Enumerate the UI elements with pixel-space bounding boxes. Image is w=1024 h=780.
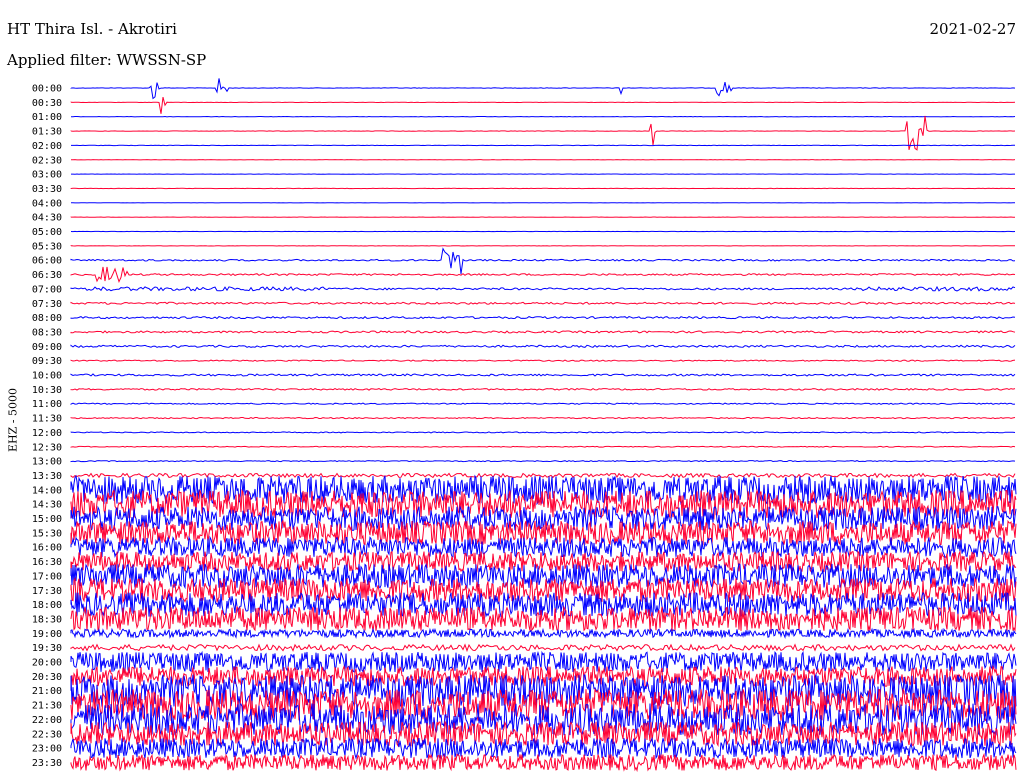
- row-time-label: 15:30: [32, 528, 62, 539]
- row-time-label: 11:00: [32, 399, 62, 410]
- seismic-trace-line: [70, 460, 1016, 463]
- row-time-label: 21:30: [32, 701, 62, 712]
- row-time-label: 10:30: [32, 385, 62, 396]
- seismic-trace-line: [70, 247, 1016, 274]
- seismic-trace-line: [70, 78, 1016, 100]
- seismic-trace-line: [70, 416, 1016, 420]
- row-time-label: 01:30: [32, 127, 62, 138]
- row-time-label: 17:30: [32, 586, 62, 597]
- seismic-trace-line: [70, 720, 1017, 748]
- seismic-trace-line: [70, 702, 1017, 737]
- row-time-label: 19:30: [32, 643, 62, 654]
- seismic-trace-line: [70, 576, 1017, 604]
- seismic-trace-line: [70, 627, 1017, 640]
- row-time-label: 01:00: [32, 112, 62, 123]
- seismic-trace-line: [70, 650, 1017, 674]
- station-title: HT Thira Isl. - Akrotiri: [7, 20, 177, 38]
- row-time-label: 19:00: [32, 629, 62, 640]
- seismic-trace-line: [70, 643, 1016, 653]
- row-time-label: 03:30: [32, 184, 62, 195]
- seismic-trace-line: [70, 563, 1017, 590]
- row-time-label: 07:00: [32, 284, 62, 295]
- row-time-label: 17:00: [32, 571, 62, 582]
- row-time-label: 07:30: [32, 299, 62, 310]
- row-time-label: 06:00: [32, 256, 62, 267]
- row-time-label: 09:30: [32, 356, 62, 367]
- row-time-label: 20:00: [32, 658, 62, 669]
- seismic-trace-line: [70, 359, 1016, 362]
- seismic-trace-line: [70, 115, 1016, 151]
- row-time-label: 05:30: [32, 241, 62, 252]
- row-time-label: 13:00: [32, 457, 62, 468]
- seismic-trace-line: [70, 687, 1017, 722]
- trace-group: [70, 78, 1017, 773]
- filter-label: Applied filter: WWSSN-SP: [7, 51, 207, 69]
- seismic-trace-line: [70, 344, 1016, 348]
- seismic-trace-line: [70, 752, 1017, 773]
- row-time-label: 05:00: [32, 227, 62, 238]
- row-time-label: 12:00: [32, 428, 62, 439]
- seismic-trace-line: [70, 605, 1017, 633]
- row-time-label: 23:00: [32, 744, 62, 755]
- seismic-trace-line: [70, 96, 1016, 114]
- row-time-label: 15:00: [32, 514, 62, 525]
- row-time-label: 00:00: [32, 84, 62, 95]
- seismic-trace-line: [70, 330, 1016, 334]
- seismic-trace-line: [70, 301, 1016, 305]
- row-time-label: 08:00: [32, 313, 62, 324]
- row-time-label: 00:30: [32, 98, 62, 109]
- row-time-label: 16:00: [32, 543, 62, 554]
- row-time-label: 03:00: [32, 170, 62, 181]
- row-time-label: 23:30: [32, 758, 62, 769]
- seismic-trace-line: [70, 373, 1016, 377]
- row-time-label: 18:30: [32, 614, 62, 625]
- seismic-trace-line: [70, 672, 1017, 708]
- seismic-trace-line: [70, 387, 1016, 391]
- row-time-label: 02:00: [32, 141, 62, 152]
- row-time-label: 20:30: [32, 672, 62, 683]
- row-time-label: 02:30: [32, 155, 62, 166]
- seismic-trace-line: [70, 519, 1017, 546]
- seismic-trace-line: [70, 431, 1016, 434]
- row-time-label: 04:30: [32, 213, 62, 224]
- seismic-trace-line: [70, 504, 1017, 532]
- seismic-trace-line: [70, 402, 1016, 405]
- row-time-label: 18:00: [32, 600, 62, 611]
- row-time-label: 16:30: [32, 557, 62, 568]
- seismic-trace-line: [70, 549, 1017, 574]
- seismic-trace-line: [70, 591, 1017, 618]
- row-time-label: 04:00: [32, 198, 62, 209]
- seismic-trace-line: [70, 535, 1017, 559]
- seismic-trace-line: [70, 266, 1016, 283]
- row-time-label: 21:00: [32, 686, 62, 697]
- row-time-label: 13:30: [32, 471, 62, 482]
- row-time-label: 22:30: [32, 729, 62, 740]
- seismic-trace-line: [70, 285, 1016, 292]
- seismic-trace-line: [70, 664, 1017, 688]
- time-label-group: 00:00 00:30 01:00 01:30 02:00 02:30 03:00 03:30…: [32, 84, 62, 769]
- row-time-label: 22:00: [32, 715, 62, 726]
- row-time-label: 14:00: [32, 485, 62, 496]
- row-time-label: 08:30: [32, 327, 62, 338]
- seismic-trace-line: [70, 736, 1017, 760]
- seismic-trace-line: [70, 472, 1016, 479]
- row-time-label: 11:30: [32, 414, 62, 425]
- row-time-label: 12:30: [32, 442, 62, 453]
- row-time-label: 06:30: [32, 270, 62, 281]
- row-time-label: 09:00: [32, 342, 62, 353]
- row-time-label: 10:00: [32, 371, 62, 382]
- row-time-label: 14:30: [32, 500, 62, 511]
- seismic-trace-line: [70, 488, 1017, 520]
- chart-date: 2021-02-27: [929, 20, 1016, 38]
- seismic-trace-line: [70, 316, 1016, 320]
- seismic-trace-line: [70, 445, 1016, 448]
